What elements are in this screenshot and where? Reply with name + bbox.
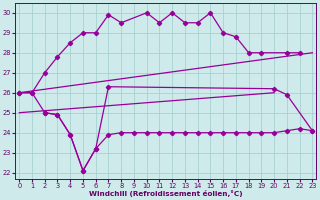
X-axis label: Windchill (Refroidissement éolien,°C): Windchill (Refroidissement éolien,°C) [89, 190, 243, 197]
